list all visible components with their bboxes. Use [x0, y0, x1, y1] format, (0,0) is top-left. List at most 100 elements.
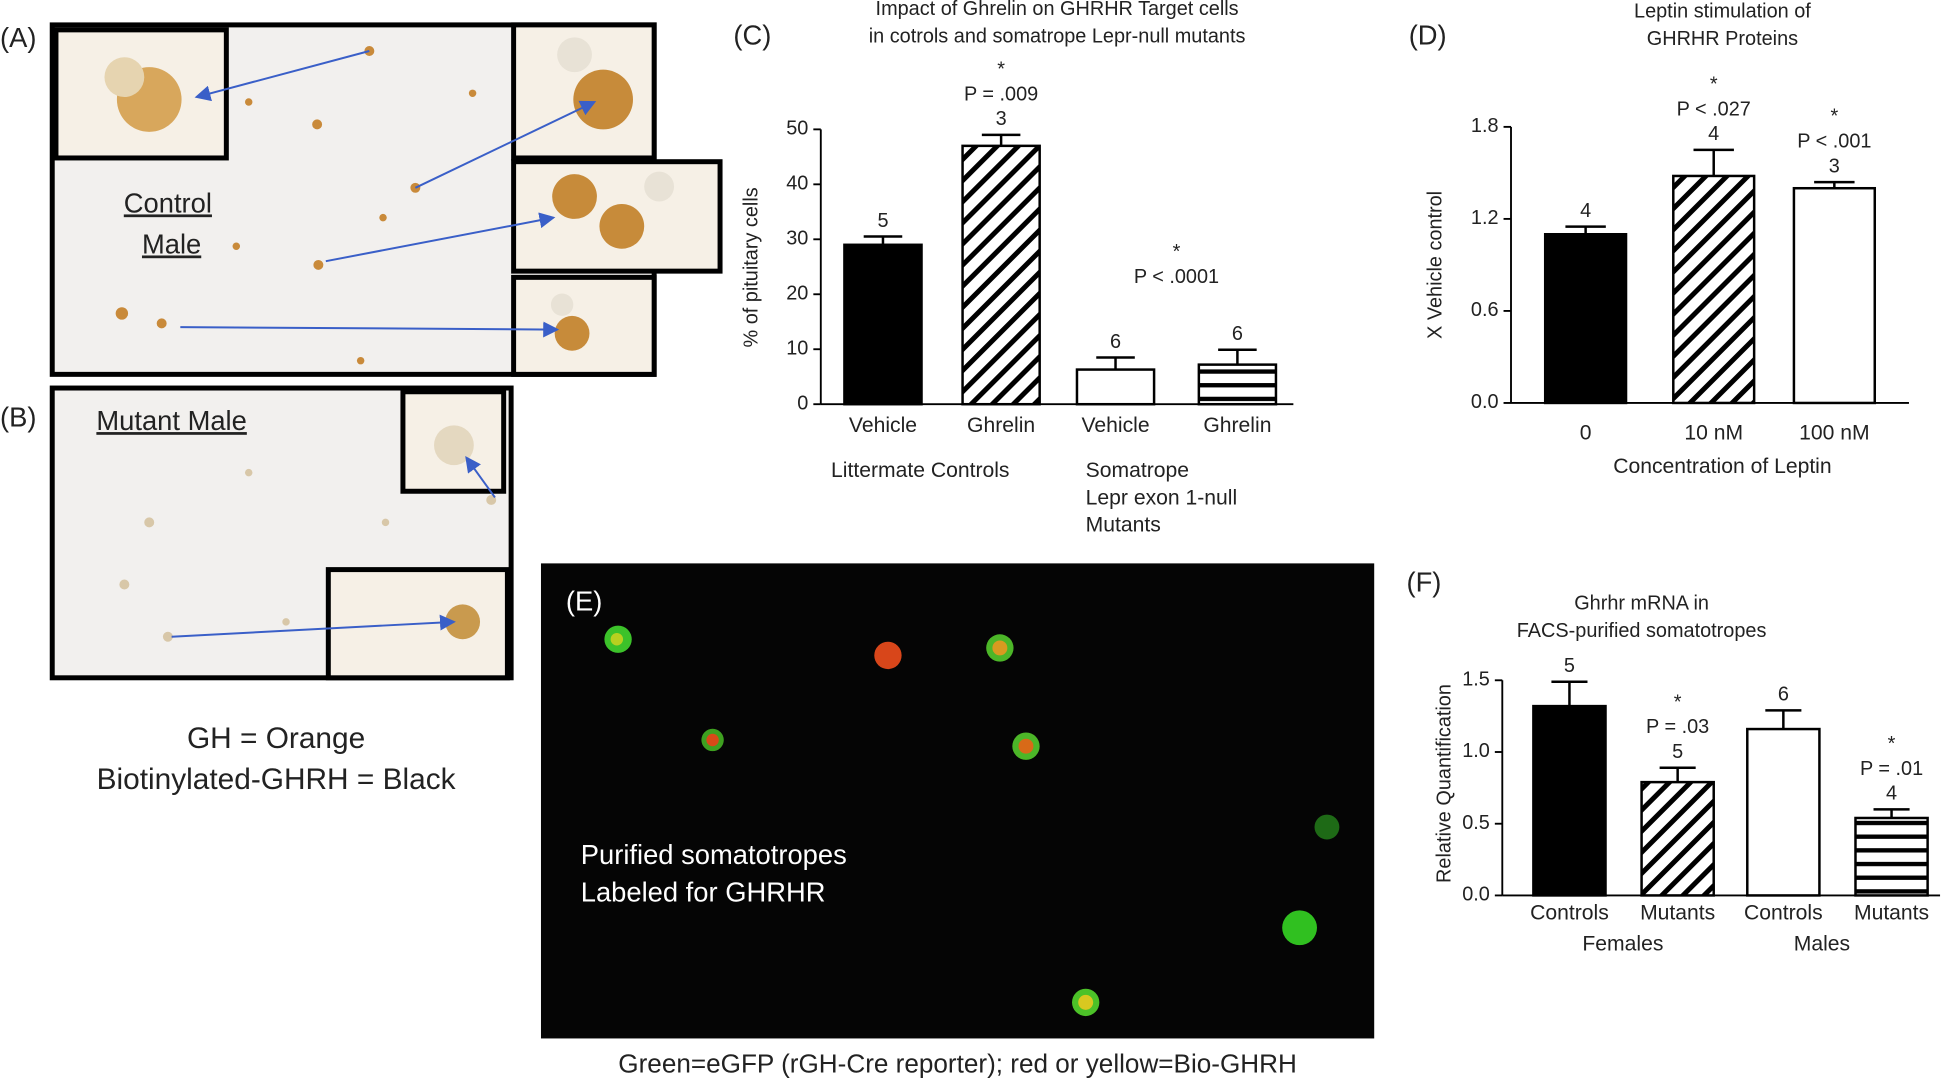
caption: Green=eGFP (rGH-Cre reporter); red or ye… — [618, 1049, 1297, 1079]
sample-size: 5 — [1564, 655, 1575, 677]
group-label: Females — [1582, 933, 1663, 956]
y-tick-label: 30 — [786, 228, 808, 250]
chart-title: in cotrols and somatrope Lepr-null mutan… — [869, 26, 1246, 48]
image-label: Purified somatotropes — [581, 839, 847, 870]
significance-star: * — [1888, 733, 1896, 755]
bar — [1854, 816, 1929, 897]
sample-size: 5 — [1672, 741, 1683, 763]
panel-label: (E) — [566, 585, 602, 616]
sample-size: 3 — [996, 108, 1007, 130]
y-axis-title: X Vehicle control — [1425, 191, 1447, 339]
bar — [1075, 368, 1156, 406]
p-value: P = .01 — [1860, 758, 1923, 780]
x-tick-label: Mutants — [1640, 902, 1715, 925]
group-label: Male — [142, 228, 201, 259]
sample-size: 4 — [1708, 123, 1719, 145]
group-label: Littermate Controls — [831, 459, 1009, 482]
bar — [1543, 232, 1628, 405]
sample-size: 4 — [1886, 783, 1897, 805]
y-tick-label: 40 — [786, 173, 808, 195]
panel-a: (A) Control Male — [0, 22, 723, 377]
p-value: P < .001 — [1797, 131, 1871, 153]
x-tick-label: Vehicle — [849, 414, 917, 437]
panel-label: (D) — [1409, 20, 1447, 51]
chart-title: GHRHR Proteins — [1647, 28, 1798, 50]
significance-star: * — [997, 58, 1005, 80]
p-value: P < .0001 — [1134, 266, 1219, 288]
x-tick-label: 0 — [1580, 422, 1592, 445]
caption: Biotinylated-GHRH = Black — [97, 763, 456, 796]
error-bar — [1765, 709, 1802, 730]
x-tick-label: 100 nM — [1799, 422, 1869, 445]
bar — [1532, 704, 1607, 897]
y-tick-label: 0.0 — [1471, 391, 1499, 413]
y-tick-label: 10 — [786, 337, 808, 359]
chart-title: Ghrhr mRNA in — [1574, 593, 1709, 615]
group-label: Somatrope — [1086, 459, 1189, 482]
error-bar — [1814, 180, 1855, 189]
significance-star: * — [1674, 691, 1682, 713]
bar — [961, 144, 1041, 406]
p-value: P = .009 — [964, 83, 1038, 105]
x-tick-label: 10 nM — [1684, 422, 1743, 445]
y-tick-label: 50 — [786, 118, 808, 140]
y-tick-label: 1.2 — [1471, 207, 1499, 229]
y-tick-label: 1.5 — [1462, 669, 1490, 691]
sample-size: 6 — [1778, 684, 1789, 706]
error-bar — [981, 133, 1021, 146]
sample-size: 4 — [1580, 200, 1591, 222]
bar — [1197, 363, 1278, 406]
error-bar — [1565, 225, 1606, 235]
y-tick-label: 0.5 — [1462, 812, 1490, 834]
x-tick-label: Controls — [1530, 902, 1609, 925]
fluorescence-image — [540, 563, 1375, 1039]
y-tick-label: 0.0 — [1462, 884, 1490, 906]
p-value: P = .03 — [1646, 716, 1709, 738]
x-tick-label: Ghrelin — [967, 414, 1035, 437]
image-label: Labeled for GHRHR — [581, 876, 826, 907]
y-axis-title: Relative Quantification — [1433, 684, 1455, 883]
error-bar — [1096, 356, 1135, 370]
error-bar — [1873, 808, 1910, 818]
y-axis-title: % of pituitary cells — [741, 187, 763, 347]
chart-title: Impact of Ghrelin on GHRHR Target cells — [876, 0, 1239, 20]
sample-size: 6 — [1232, 323, 1243, 345]
y-tick-label: 20 — [786, 283, 808, 305]
panel-label: (A) — [0, 22, 36, 53]
sample-size: 6 — [1110, 331, 1121, 353]
error-bar — [1693, 148, 1734, 176]
caption: GH = Orange — [187, 722, 365, 755]
error-bar — [863, 235, 903, 245]
group-label: Mutants — [1086, 514, 1161, 537]
y-tick-label: 0 — [797, 392, 808, 414]
significance-star: * — [1710, 73, 1718, 95]
panel-label: (C) — [733, 20, 771, 51]
significance-star: * — [1830, 106, 1838, 128]
sample-size: 3 — [1829, 155, 1840, 177]
p-value: P < .027 — [1677, 98, 1751, 120]
significance-star: * — [1173, 241, 1181, 263]
panel-label: (B) — [0, 401, 36, 432]
error-bar — [1218, 348, 1257, 365]
chart-title: FACS-purified somatotropes — [1517, 620, 1767, 642]
y-tick-label: 1.8 — [1471, 115, 1499, 137]
group-label: Control — [124, 187, 212, 218]
cells — [115, 46, 477, 365]
bar — [843, 243, 923, 406]
panel-b: (B) Mutant Male GH = Orange Biotinylated… — [0, 385, 514, 796]
x-tick-label: Vehicle — [1081, 414, 1149, 437]
panel-e: (E) Purified somatotropes Labeled for GH… — [540, 563, 1375, 1079]
bar — [1792, 186, 1877, 405]
bar — [1672, 174, 1756, 405]
bar — [1746, 727, 1821, 897]
chart-title: Leptin stimulation of — [1634, 1, 1811, 23]
error-bar — [1551, 680, 1588, 707]
x-tick-label: Ghrelin — [1203, 414, 1271, 437]
x-axis-title: Concentration of Leptin — [1613, 455, 1831, 478]
group-label: Lepr exon 1-null — [1086, 486, 1238, 509]
bar — [1640, 780, 1715, 897]
group-label: Mutant Male — [96, 405, 246, 436]
error-bar — [1659, 766, 1696, 783]
